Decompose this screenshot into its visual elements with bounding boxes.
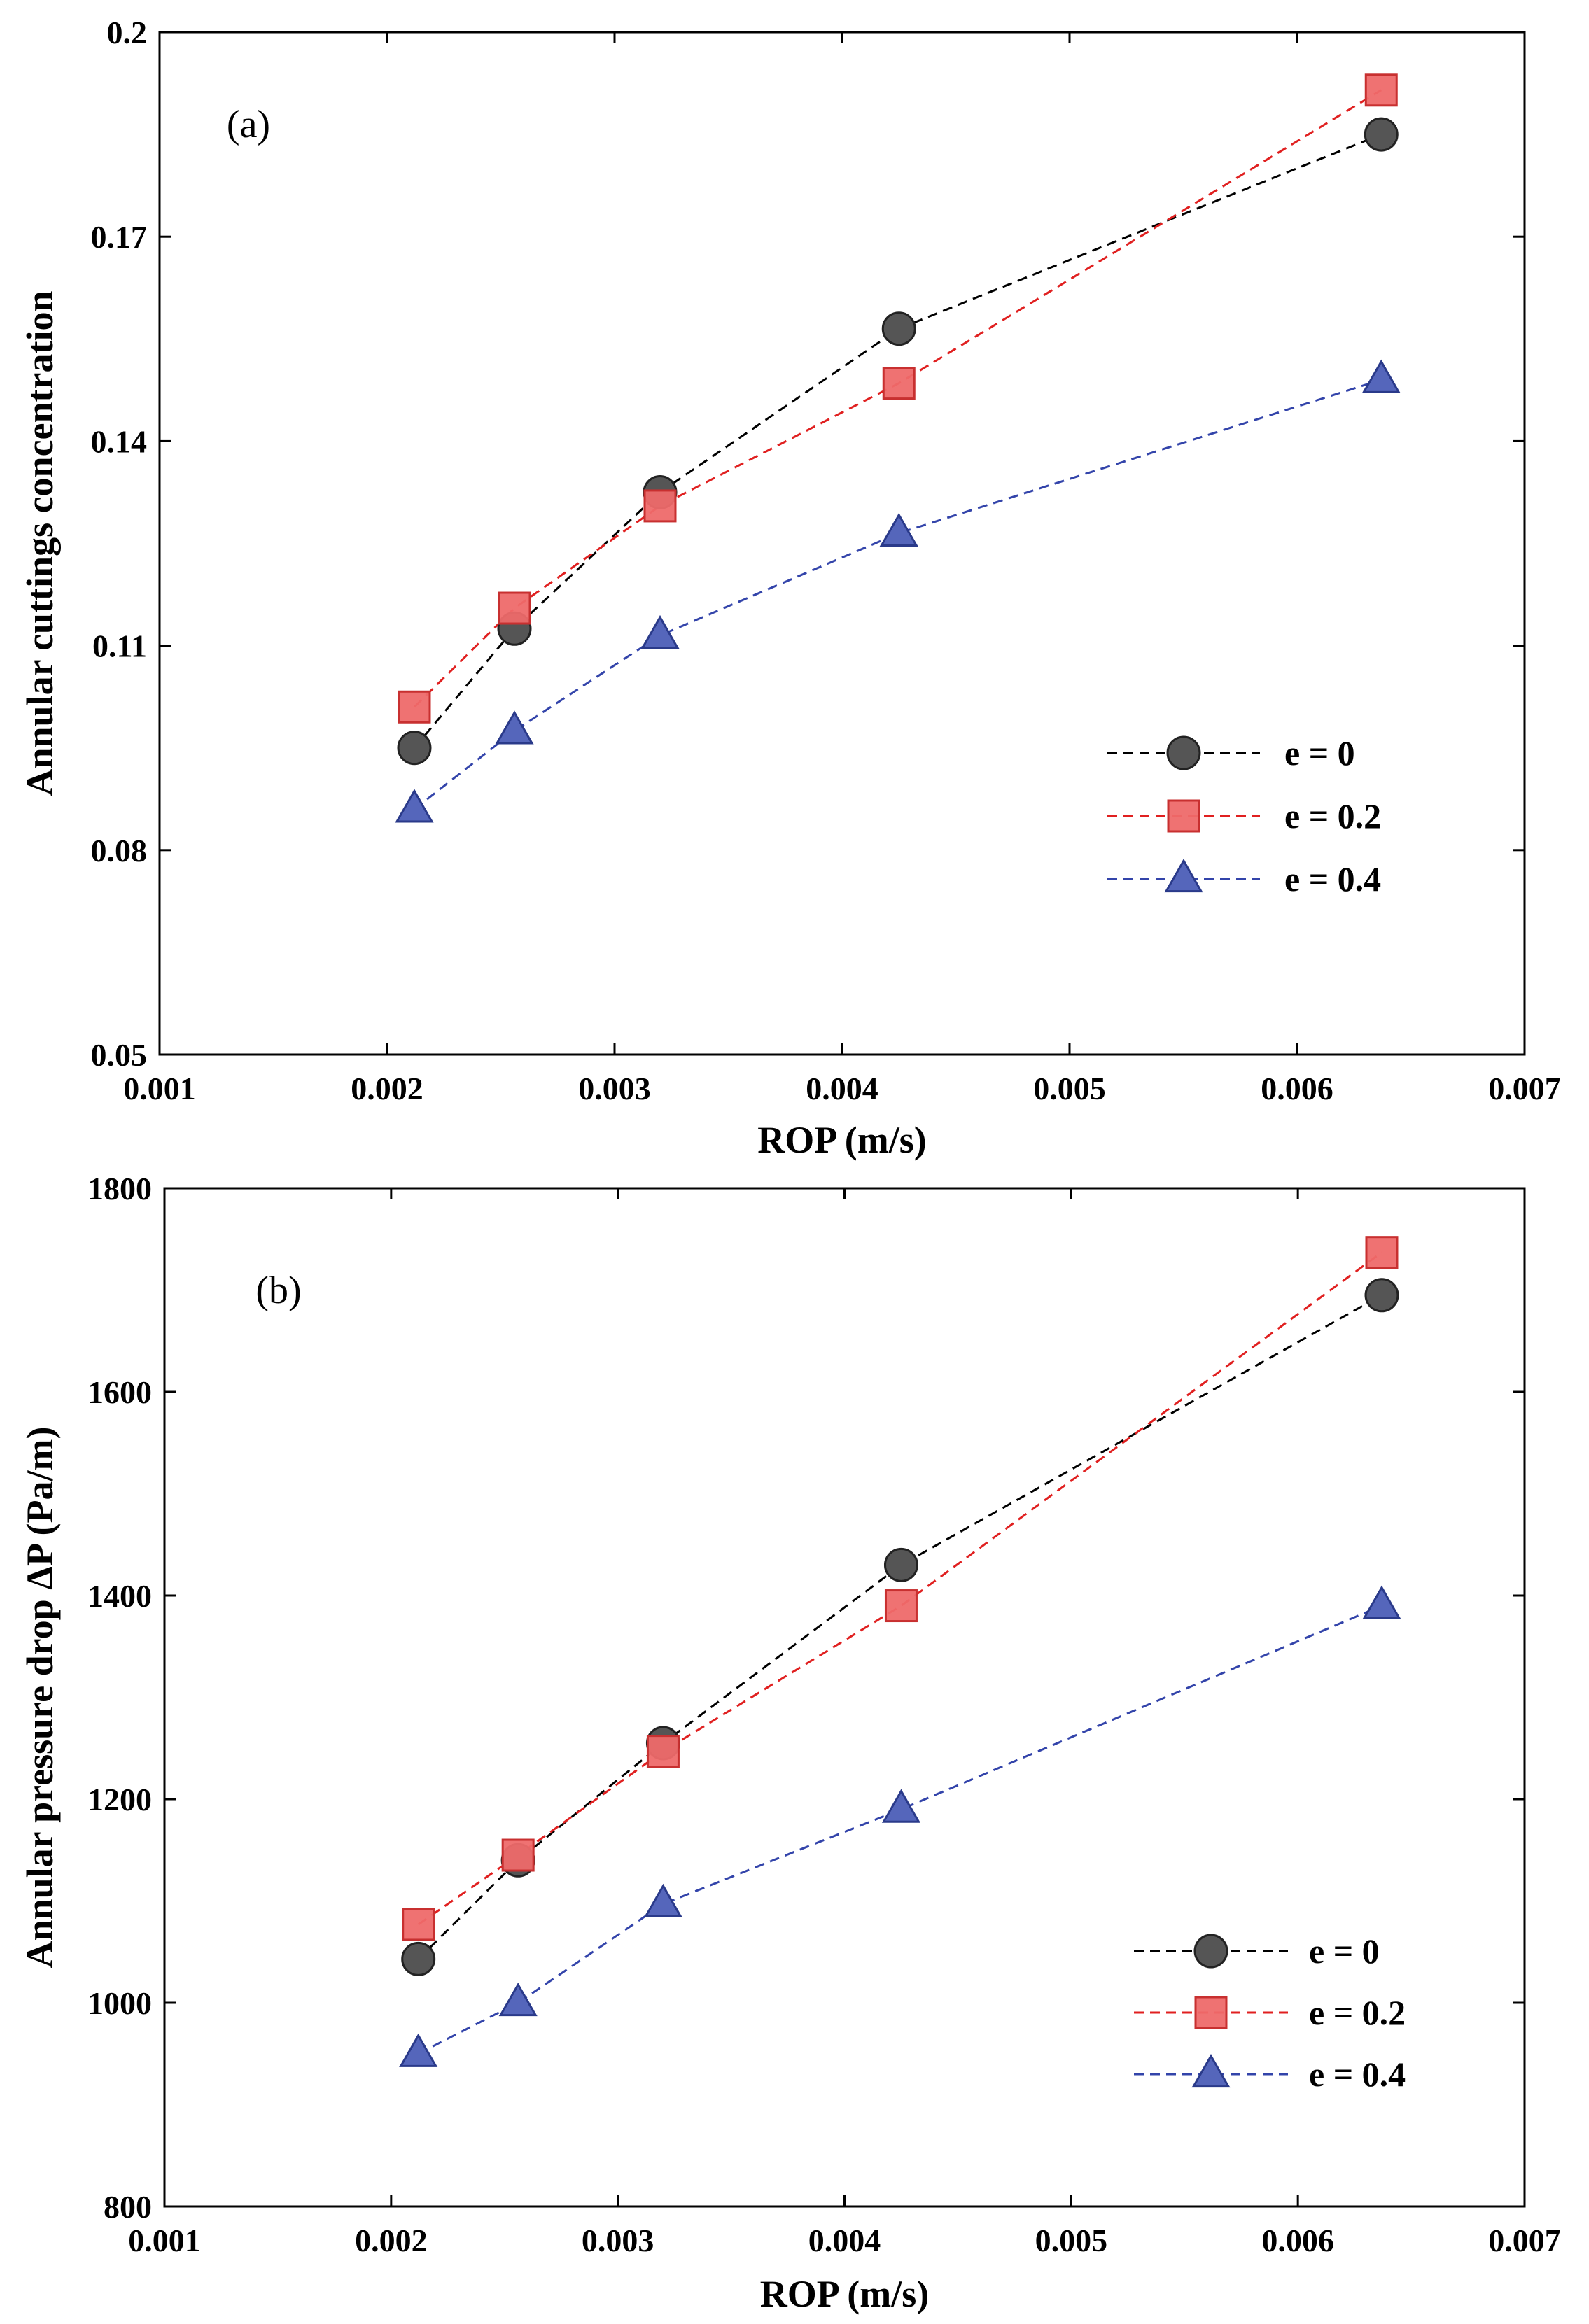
y-tick-label: 0.05 [91,1037,148,1073]
x-tick-label: 0.007 [1488,2223,1561,2258]
panel-label: (a) [227,103,270,146]
y-tick-label: 0.17 [91,219,148,255]
data-point-2 [498,1982,538,2017]
y-axis-title: Annular cuttings concentration [19,290,61,796]
data-point-1 [498,591,531,625]
series-line-0 [413,133,1382,749]
x-tick-label: 0.004 [808,2223,881,2258]
legend-marker [1194,1934,1228,1969]
legend-label: e = 0.2 [1284,796,1381,836]
plot-frame [163,1187,1526,2208]
x-tick-label: 0.003 [578,1071,651,1106]
y-tick-label: 0.14 [91,423,148,459]
legend-marker [1166,735,1201,770]
data-point-0 [1364,117,1399,152]
data-point-2 [1362,359,1401,393]
x-tick-label: 0.002 [355,2223,428,2258]
y-axis-title: Annular pressure drop ΔP (Pa/m) [19,1427,61,1969]
x-tick-label: 0.007 [1488,1071,1561,1106]
data-point-1 [882,367,916,400]
series-line-1 [417,1251,1382,1926]
data-point-2 [1362,1585,1401,1619]
legend-label: e = 0 [1284,733,1355,773]
series-line-0 [417,1294,1382,1960]
data-point-2 [399,2033,438,2067]
panel-a: 0.001 0.002 0.003 0.004 0.005 0.006 0.007 0.05 0… [19,15,1561,1161]
data-point-0 [1364,1278,1399,1313]
data-point-0 [397,731,432,766]
legend-label: e = 0.4 [1284,859,1381,899]
y-tick-label: 1000 [88,1985,152,2021]
data-point-1 [1364,73,1398,107]
data-point-1 [884,1589,918,1623]
data-point-1 [398,690,431,724]
data-point-0 [883,1547,918,1582]
x-tick-label: 0.002 [351,1071,424,1106]
x-tick-label: 0.005 [1035,2223,1108,2258]
x-tick-label: 0.003 [582,2223,654,2258]
legend-marker [1164,858,1203,893]
data-point-2 [643,1883,683,1918]
y-tick-label: 0.08 [91,833,148,868]
data-point-2 [395,789,434,823]
data-point-0 [401,1941,436,1976]
y-tick-label: 0.11 [92,628,147,664]
x-tick-label: 0.006 [1261,2223,1334,2258]
legend-label: e = 0.2 [1309,1993,1406,2032]
data-point-1 [646,1735,680,1768]
y-tick-label: 800 [104,2189,152,2225]
data-point-2 [640,614,680,649]
series-line-2 [414,379,1382,810]
x-axis-title: ROP (m/s) [757,1119,926,1161]
legend-label: e = 0.4 [1309,2055,1406,2094]
legend-label: e = 0 [1309,1931,1380,1971]
x-tick-label: 0.005 [1033,1071,1106,1106]
data-point-1 [1365,1236,1399,1269]
y-tick-label: 1400 [88,1578,152,1614]
x-tick-label: 0.006 [1261,1071,1334,1106]
x-tick-label: 0.004 [806,1071,878,1106]
data-point-0 [881,311,916,346]
y-tick-label: 1800 [88,1171,152,1206]
panel-b: 0.001 0.002 0.003 0.004 0.005 0.006 0.007 800 10… [19,1171,1561,2315]
x-tick-label: 0.001 [123,1071,196,1106]
series-line-2 [418,1605,1382,2055]
y-tick-label: 1600 [88,1374,152,1410]
legend-marker [1191,2053,1231,2088]
y-tick-label: 1200 [88,1782,152,1817]
data-point-1 [402,1908,435,1941]
data-point-2 [495,710,534,745]
plot-frame [158,31,1526,1056]
data-point-1 [501,1838,535,1872]
x-tick-label: 0.001 [128,2223,201,2258]
panel-label: (b) [255,1269,301,1312]
legend-marker [1167,799,1200,833]
data-point-2 [881,1789,921,1823]
data-point-2 [879,512,918,547]
y-tick-label: 0.2 [107,15,148,50]
series-line-1 [413,89,1382,708]
data-point-1 [643,489,677,523]
legend-marker [1194,1996,1228,2029]
x-axis-title: ROP (m/s) [760,2273,929,2315]
